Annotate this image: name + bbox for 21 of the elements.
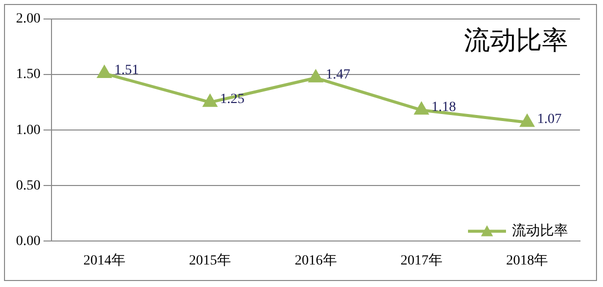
x-tick-label: 2018年 xyxy=(506,252,548,268)
y-tick-label: 2.00 xyxy=(16,12,40,27)
x-tick-label: 2017年 xyxy=(400,252,442,268)
y-tick-label: 1.00 xyxy=(16,122,40,138)
legend-label: 流动比率 xyxy=(512,222,568,239)
point xyxy=(203,94,217,107)
point xyxy=(309,70,322,82)
data-label: 1.18 xyxy=(431,100,456,115)
point xyxy=(414,102,428,115)
y-tick-label: 0.50 xyxy=(16,178,40,194)
point xyxy=(98,66,112,78)
y-tick-label: 0.00 xyxy=(16,234,40,249)
x-tick-label: 2016年 xyxy=(294,252,337,268)
chart-title: 流动比率 xyxy=(464,25,568,57)
data-label: 1.07 xyxy=(537,112,562,127)
data-label: 1.47 xyxy=(326,68,350,83)
x-tick-label: 2014年 xyxy=(83,252,126,268)
data-label: 1.51 xyxy=(114,63,139,78)
y-tick-label: 1.50 xyxy=(16,67,40,82)
x-tick-label: 2015年 xyxy=(189,252,232,268)
point xyxy=(520,114,534,127)
